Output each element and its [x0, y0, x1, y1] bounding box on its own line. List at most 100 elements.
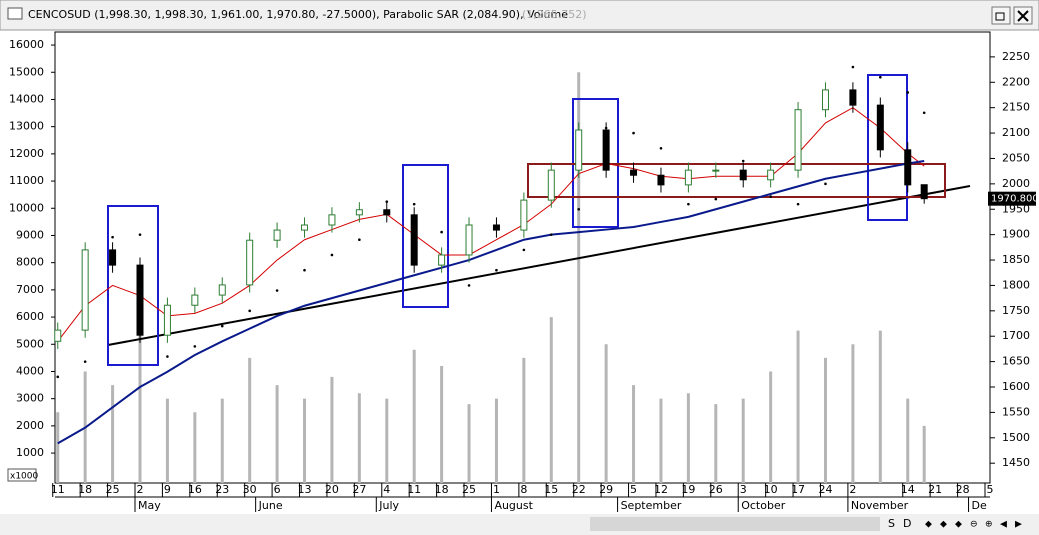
candle-body: [821, 89, 829, 111]
sar-dot: [467, 284, 471, 287]
candle-body: [794, 109, 802, 171]
window-icon: [7, 7, 23, 20]
x-tick-label: 21: [928, 483, 942, 496]
candle-body: [575, 129, 583, 171]
volume-tick-label: 9000: [16, 228, 44, 241]
x-tick-label: 28: [956, 483, 970, 496]
title-bar: [0, 0, 1039, 31]
x-tick-label: 25: [462, 483, 476, 496]
volume-tick-label: 5000: [16, 337, 44, 350]
y-tick-label: 2150: [1002, 101, 1030, 114]
control-icon[interactable]: ◆: [925, 520, 932, 530]
volume-tick-label: 2000: [16, 419, 44, 432]
sar-dot: [495, 268, 498, 272]
window-title: CENCOSUD (1,998.30, 1,998.30, 1,961.00, …: [28, 8, 568, 21]
candle-body: [191, 294, 199, 306]
candle-body: [904, 149, 912, 186]
month-label: June: [258, 499, 283, 512]
sar-dot: [906, 91, 910, 94]
candle-body: [438, 254, 446, 266]
control-button[interactable]: S: [888, 517, 895, 530]
volume-tick-label: 11000: [9, 174, 44, 187]
y-tick-label: 1500: [1002, 431, 1030, 444]
control-button[interactable]: D: [903, 517, 911, 530]
restore-button[interactable]: [991, 6, 1011, 25]
y-tick-label: 1450: [1002, 456, 1030, 469]
x-tick-label: 26: [709, 483, 723, 496]
volume-tick-label: 10000: [9, 201, 44, 214]
y-tick-label: 1650: [1002, 355, 1030, 368]
x-tick-label: 19: [681, 483, 695, 496]
y-tick-label: 1750: [1002, 304, 1030, 317]
candle-body: [109, 249, 117, 266]
x-tick-label: 5: [630, 483, 637, 496]
x-tick-label: 13: [298, 483, 312, 496]
sar-dot: [714, 197, 718, 201]
control-icon[interactable]: ◆: [940, 520, 947, 530]
control-icon[interactable]: ◀: [1000, 520, 1007, 530]
sar-dot: [275, 289, 279, 292]
candle-body: [355, 209, 363, 216]
x-tick-label: 25: [106, 483, 120, 496]
candle-body: [136, 264, 144, 336]
month-label: November: [851, 499, 909, 512]
volume-tick-label: 3000: [16, 392, 44, 405]
month-label: September: [621, 499, 682, 512]
x-tick-label: 29: [599, 483, 613, 496]
x-tick-label: 10: [764, 483, 778, 496]
sar-dot: [248, 309, 251, 313]
y-tick-label: 1550: [1002, 405, 1030, 418]
volume-tick-label: 13000: [9, 120, 44, 133]
candle-body: [547, 169, 555, 201]
x-tick-label: 18: [435, 483, 449, 496]
y-tick-label: 1850: [1002, 253, 1030, 266]
volume-tick-label: 6000: [16, 310, 44, 323]
y-tick-label: 2050: [1002, 151, 1030, 164]
control-icon[interactable]: ▶: [1015, 520, 1022, 530]
candle-body: [54, 329, 62, 342]
moving-average: [57, 107, 925, 342]
highlight-box: [402, 164, 449, 308]
x-tick-label: 11: [407, 483, 421, 496]
sar-dot: [577, 207, 581, 211]
control-icon[interactable]: ◆: [955, 520, 962, 530]
sar-dot: [659, 147, 663, 150]
candle-body: [301, 224, 309, 231]
sar-dot: [330, 253, 334, 257]
close-icon: [1017, 10, 1029, 22]
restore-icon: [995, 12, 1005, 21]
scroll-thumb[interactable]: [590, 517, 880, 531]
sar-dot: [111, 235, 114, 239]
sar-dot: [303, 268, 306, 272]
x-tick-label: 14: [901, 483, 915, 496]
moving-average: [57, 160, 925, 445]
scroll-strip: [0, 514, 1039, 535]
control-icon[interactable]: ⊕: [985, 520, 993, 530]
y-tick-label: 2200: [1002, 75, 1030, 88]
candle-body: [630, 169, 638, 176]
control-icon[interactable]: ⊖: [970, 520, 978, 530]
candle-body: [739, 169, 747, 181]
sar-dot: [851, 65, 855, 69]
y-tick-label: 1600: [1002, 380, 1030, 393]
candle-body: [657, 174, 665, 186]
month-label: October: [741, 499, 785, 512]
volume-tick-label: 4000: [16, 364, 44, 377]
sar-dot: [138, 233, 142, 236]
month-label: De: [972, 499, 987, 512]
month-label: July: [378, 499, 399, 512]
sar-dot: [358, 238, 361, 242]
y-tick-label: 2100: [1002, 126, 1030, 139]
x-tick-label: 30: [243, 483, 257, 496]
sar-dot: [549, 233, 553, 236]
candle-body: [520, 199, 528, 231]
volume-tick-label: 12000: [9, 147, 44, 160]
candle-body: [383, 209, 391, 216]
volume-tick-label: 1000: [16, 446, 44, 459]
sar-dot: [166, 355, 169, 358]
volume-tick-label: 7000: [16, 283, 44, 296]
candle-body: [492, 224, 500, 231]
window-title-extra: (1,265.752): [522, 8, 587, 21]
